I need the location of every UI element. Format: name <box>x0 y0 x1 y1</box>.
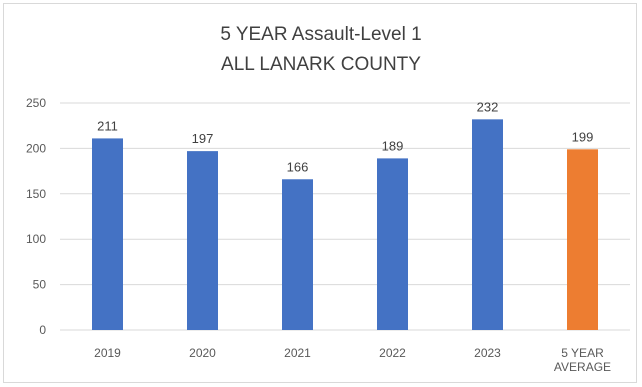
data-label: 232 <box>477 99 499 114</box>
bar <box>282 179 313 330</box>
y-tick-label: 200 <box>26 141 46 155</box>
chart-subtitle: ALL LANARK COUNTY <box>221 54 421 75</box>
x-tick-label: 5 YEAR <box>561 346 604 360</box>
y-tick-label: 100 <box>26 232 46 246</box>
bar <box>472 119 503 331</box>
bar <box>567 149 598 330</box>
data-label: 199 <box>572 129 594 144</box>
data-label: 211 <box>97 118 118 133</box>
x-tick-label: 2019 <box>94 346 121 360</box>
y-tick-label: 0 <box>39 323 46 337</box>
chart-title: 5 YEAR Assault-Level 1 <box>220 24 422 45</box>
x-tick-label: 2022 <box>379 346 406 360</box>
data-label: 189 <box>382 138 404 153</box>
data-label: 166 <box>287 159 309 174</box>
bar <box>377 158 408 330</box>
x-tick-label: 2023 <box>474 346 501 360</box>
bar <box>92 138 123 330</box>
x-tick-label: AVERAGE <box>554 360 611 374</box>
data-label: 197 <box>192 131 214 146</box>
y-tick-label: 50 <box>33 278 47 292</box>
x-tick-label: 2021 <box>284 346 311 360</box>
x-tick-label: 2020 <box>189 346 216 360</box>
y-tick-label: 250 <box>26 96 46 110</box>
bar <box>187 151 218 330</box>
y-tick-label: 150 <box>26 187 46 201</box>
